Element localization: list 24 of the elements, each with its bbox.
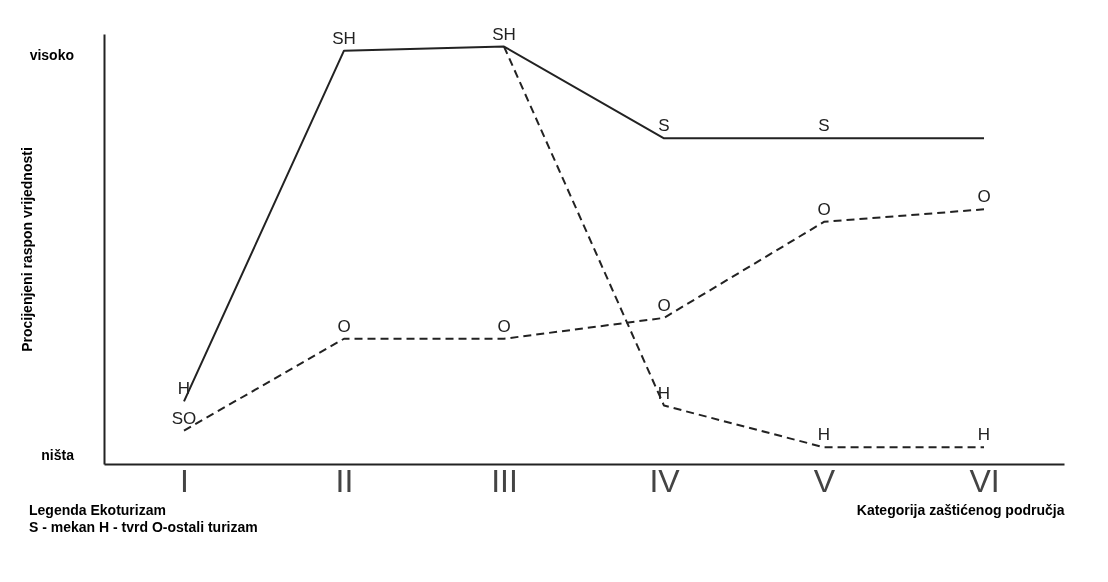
annotation: O bbox=[817, 199, 831, 219]
x-tick-label: VI bbox=[969, 462, 1000, 499]
x-tick-label: II bbox=[335, 462, 354, 499]
annotation: O bbox=[497, 316, 511, 336]
annotation: SH bbox=[332, 28, 356, 48]
annotation: H bbox=[977, 425, 991, 445]
annotation: SO bbox=[171, 408, 197, 428]
annotation: S bbox=[818, 116, 830, 136]
x-tick-label: III bbox=[491, 462, 518, 499]
annotation: H bbox=[817, 425, 831, 445]
x-tick-label: IV bbox=[649, 462, 681, 499]
annotation: O bbox=[977, 187, 991, 207]
text: visoko bbox=[29, 46, 74, 63]
annotation: O bbox=[337, 316, 351, 336]
text: ništa bbox=[41, 447, 75, 463]
text: S - mekan H - tvrd O-ostali turizam bbox=[29, 519, 258, 535]
x-tick-label: V bbox=[813, 462, 836, 499]
x-tick-label: I bbox=[180, 462, 189, 499]
annotation: SH bbox=[492, 24, 516, 44]
annotation: S bbox=[658, 116, 670, 136]
annotation: O bbox=[657, 295, 671, 315]
x-axis-title: Kategorija zaštićenog područja bbox=[856, 501, 1065, 518]
y-axis-title: Procijenjeni raspon vrijednosti bbox=[18, 147, 35, 352]
text: Legenda Ekoturizam bbox=[29, 502, 166, 518]
